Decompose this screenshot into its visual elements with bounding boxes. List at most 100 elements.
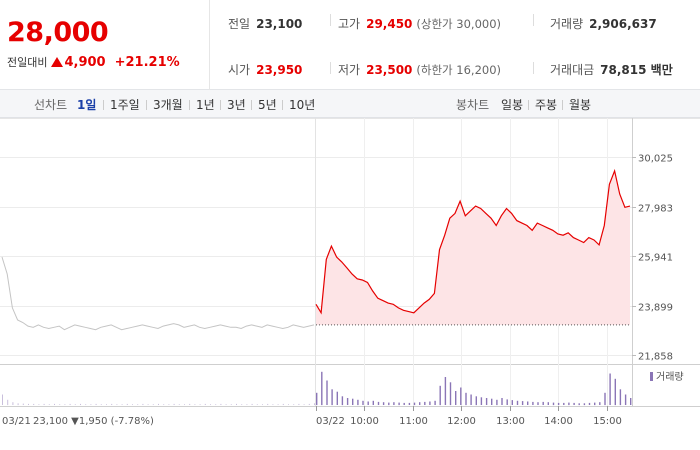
volume-bar — [308, 403, 310, 405]
volume-bar — [132, 404, 133, 405]
volume-bar — [90, 404, 92, 405]
x-axis: 03/21 23,100 ▼1,950 (-7.78%) 03/22 10:00 11:… — [0, 406, 700, 427]
volume-bar — [194, 404, 196, 405]
volume-bar — [367, 401, 369, 405]
y-tick-label: 25,941 — [638, 253, 673, 264]
volume-bar — [624, 394, 627, 405]
today-price-line — [315, 168, 631, 315]
volume-bar — [609, 373, 611, 405]
volume-bar — [314, 403, 315, 406]
volume-bar — [537, 402, 539, 405]
x-tick-label: 12:00 — [447, 416, 476, 427]
volume-bar — [398, 402, 400, 406]
volume-bar — [74, 404, 76, 405]
tab-daily-candle[interactable]: 일봉 — [501, 98, 524, 112]
quote-summary: 28,000 전일대비 4,900 +21.21% 전일 23,100 고가 2… — [0, 0, 700, 90]
volume-bar — [147, 404, 149, 405]
volume-bar — [43, 403, 45, 405]
tab-1week[interactable]: 1주일 — [110, 98, 140, 112]
volume-bar — [236, 403, 237, 405]
volume-bar — [485, 398, 488, 405]
volume-bar — [578, 403, 580, 406]
volume-bar — [403, 402, 405, 405]
tab-divider — [189, 100, 190, 110]
volume-bar — [475, 396, 477, 406]
volume-bar — [532, 401, 534, 405]
tab-1year[interactable]: 1년 — [196, 98, 215, 112]
tab-weekly-candle[interactable]: 주봉 — [535, 98, 558, 112]
open-value: 23,950 — [256, 63, 303, 77]
volume-bar — [199, 404, 201, 405]
volume-bar — [168, 404, 170, 405]
intraday-price-chart[interactable]: 30,025 27,983 25,941 23,899 21,858 거래량 03/21… — [0, 118, 700, 450]
open-label: 시가 — [228, 63, 251, 77]
change-value: 4,900 — [64, 54, 106, 70]
volume-bar — [38, 404, 40, 405]
volume-bar — [262, 404, 263, 405]
price-box: 28,000 전일대비 4,900 +21.21% — [0, 0, 210, 90]
volume-bar — [163, 404, 165, 405]
today-area-fill — [316, 170, 630, 325]
volume-bar — [424, 401, 426, 405]
volume-bar — [2, 394, 3, 405]
divider — [330, 62, 331, 74]
tab-3month[interactable]: 3개월 — [153, 98, 183, 112]
volume-bar — [137, 404, 139, 405]
tab-monthly-candle[interactable]: 월봉 — [569, 98, 592, 112]
upper-limit: (상한가 30,000) — [416, 17, 502, 31]
volume-bar — [7, 399, 9, 406]
amount-label: 거래대금 — [550, 63, 595, 77]
x-tick-label: 11:00 — [399, 416, 428, 427]
volume-bar — [419, 402, 421, 405]
volume-bar — [506, 399, 508, 405]
volume-bar — [12, 402, 14, 405]
tab-10year[interactable]: 10년 — [289, 98, 316, 112]
amount-stat: 거래대금 78,815 백만 — [550, 61, 673, 78]
volume-bar — [33, 403, 35, 405]
tab-1day[interactable]: 1일 — [77, 98, 97, 112]
volume-bar — [594, 402, 596, 406]
volume-bar — [413, 402, 416, 406]
high-label: 고가 — [338, 17, 361, 31]
volume-bar — [158, 403, 159, 405]
volume-bar — [106, 404, 107, 405]
volume-bar — [480, 397, 483, 405]
volume-bar — [220, 403, 222, 405]
volume-bar — [429, 401, 431, 405]
volume-bar — [256, 404, 258, 405]
tab-5year[interactable]: 5년 — [258, 98, 277, 112]
volume-bar — [100, 404, 102, 405]
volume-bar — [516, 400, 519, 405]
volume-bar — [588, 402, 591, 405]
volume-bar — [491, 398, 493, 405]
volume-bar — [17, 403, 19, 406]
volume-bar — [204, 403, 206, 405]
volume-bar — [439, 385, 441, 406]
tab-3year[interactable]: 3년 — [227, 98, 246, 112]
high-stat: 고가 29,450 (상한가 30,000) — [338, 15, 501, 32]
amount-value: 78,815 백만 — [600, 63, 673, 77]
volume-bar — [152, 404, 154, 405]
today-date-label: 03/22 — [316, 416, 345, 427]
volume-bar — [331, 389, 333, 406]
change-rate: +21.21% — [114, 54, 180, 70]
prev-close-label: 전일 — [228, 17, 251, 31]
volume-legend-label: 거래량 — [656, 371, 684, 383]
prev-day-summary: 23,100 ▼1,950 (-7.78%) — [33, 416, 154, 427]
volume-bar — [527, 401, 529, 405]
volume-bar — [69, 403, 71, 405]
tab-divider — [103, 100, 104, 110]
tab-divider — [146, 100, 147, 110]
volume-panel: 거래량 — [2, 371, 684, 406]
volume-bar — [189, 403, 191, 405]
x-tick-label: 13:00 — [496, 416, 525, 427]
change-row: 전일대비 4,900 +21.21% — [7, 54, 180, 70]
divider — [533, 14, 534, 26]
prev-close-stat: 전일 23,100 — [228, 15, 302, 32]
prev-date-label: 03/21 — [2, 416, 31, 427]
volume-bar — [80, 403, 81, 405]
prev-day-series — [1, 256, 315, 331]
volume-bar — [95, 403, 97, 405]
low-label: 저가 — [338, 63, 361, 77]
chart-period-tabs: 선차트 1일 1주일 3개월 1년 3년 5년 10년 봉차트 일봉 주봉 월봉 — [0, 90, 700, 118]
